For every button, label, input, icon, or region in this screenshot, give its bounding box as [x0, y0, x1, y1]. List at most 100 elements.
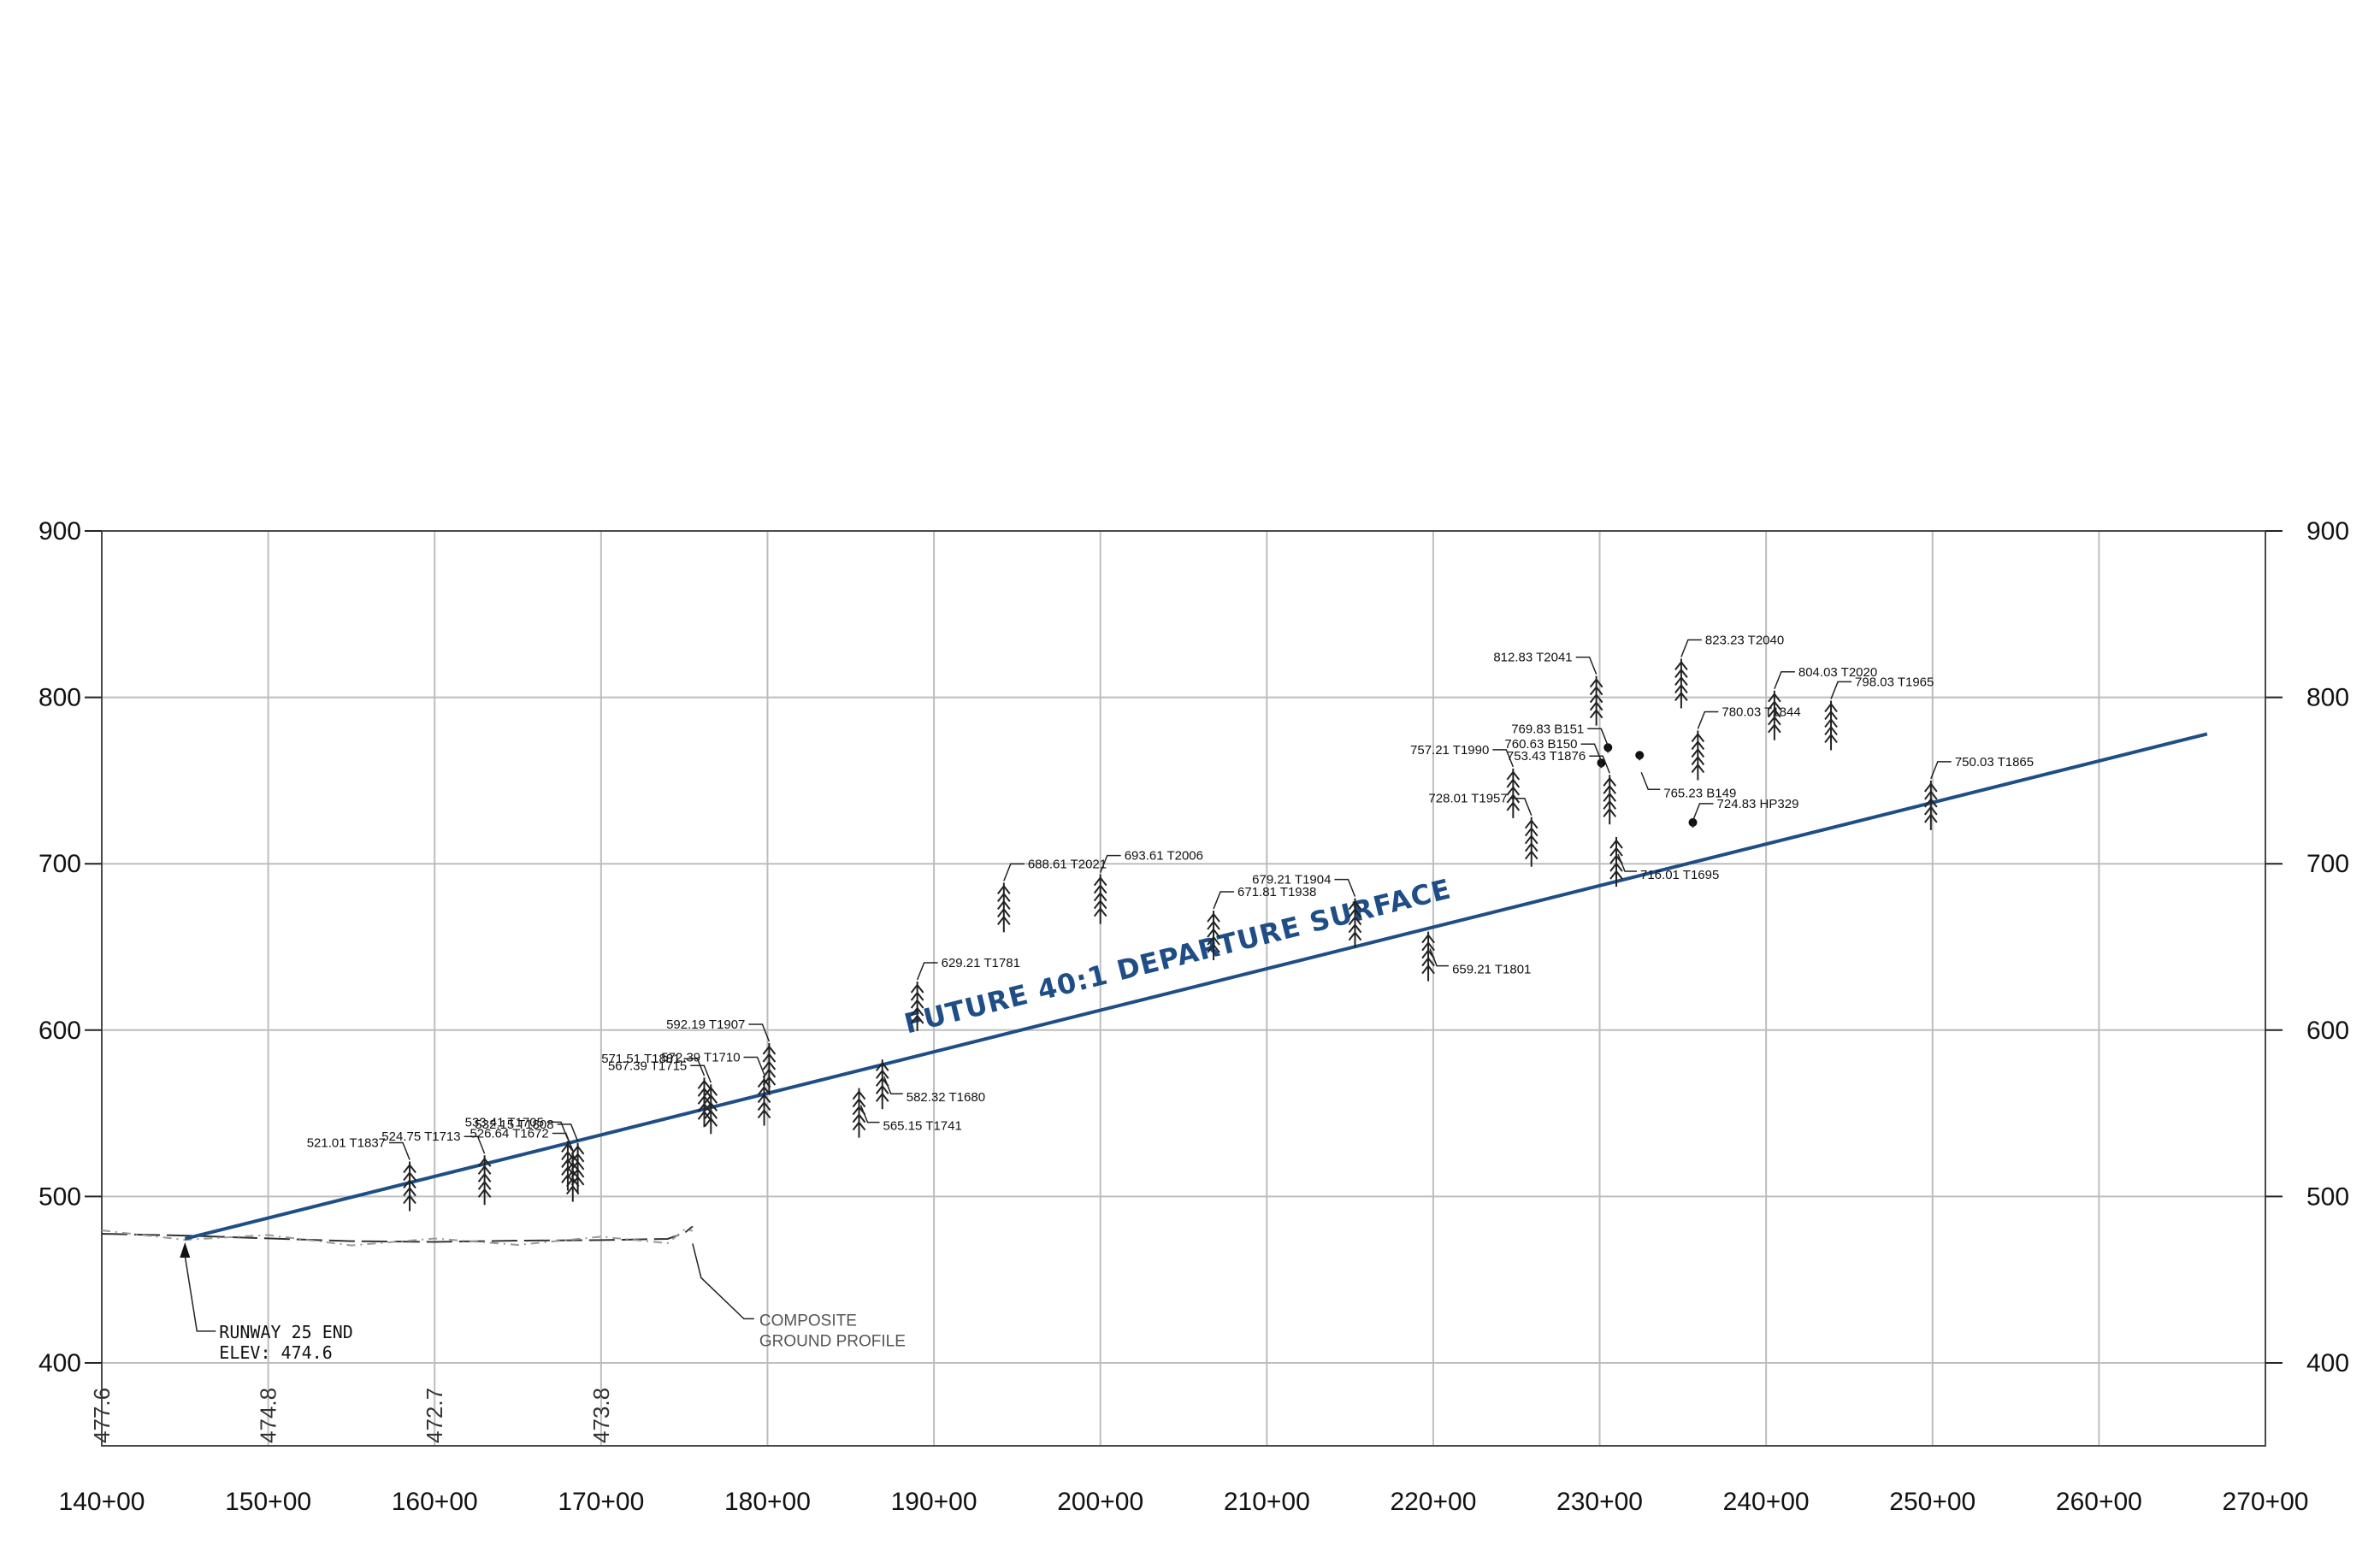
obstruction-label: 582.32 T1680	[907, 1090, 985, 1105]
obstruction: 823.23 T2040	[1674, 633, 1784, 709]
tree-branch	[1691, 747, 1705, 758]
tree-branch	[762, 1060, 777, 1070]
tree-branch	[1691, 740, 1705, 751]
tree-branch	[852, 1089, 866, 1100]
tree-branch	[1924, 782, 1938, 793]
tree-branch	[1421, 956, 1435, 967]
runway-end-arrow	[180, 1241, 191, 1258]
tree-branch	[757, 1108, 771, 1119]
tree-branch	[477, 1188, 492, 1198]
obstruction-leader	[1697, 711, 1719, 729]
tree-branch	[1207, 943, 1220, 953]
obstruction-leader	[1587, 728, 1609, 746]
obstruction-leader	[1640, 771, 1661, 791]
obstruction-label: 798.03 T1965	[1855, 675, 1934, 689]
departure-surface-line	[184, 732, 2208, 1241]
tree-branch	[1589, 709, 1603, 719]
tree-branch	[1589, 686, 1603, 696]
tree-branch	[477, 1180, 492, 1190]
obstruction-leader	[1429, 948, 1450, 967]
tree-branch	[1824, 725, 1838, 736]
obstruction-leader	[464, 1135, 486, 1154]
y-tick-label-right: 800	[2306, 684, 2349, 712]
obstruction-leader	[859, 1105, 880, 1123]
tree-branch	[1348, 900, 1362, 911]
obstruction: 765.23 B149	[1635, 751, 1736, 800]
tree-branch	[1348, 923, 1362, 934]
tree-branch	[1093, 892, 1107, 902]
tree-branch	[1348, 916, 1362, 926]
y-axis-right: 400 500 600 700 800 900	[2306, 517, 2349, 1377]
tree-branch	[1506, 793, 1521, 804]
obstruction-leader	[748, 1023, 771, 1042]
obstruction-leader	[1680, 639, 1702, 658]
tree-branch	[1207, 935, 1220, 946]
obstruction-label: 724.83 HP329	[1717, 797, 1799, 811]
tree-branch	[570, 1168, 585, 1178]
tree-branch	[477, 1165, 492, 1175]
tree-branch	[403, 1178, 416, 1189]
tree-branch	[1603, 776, 1617, 787]
obstruction-label: 760.63 B150	[1504, 737, 1577, 752]
obstruction-label: 750.03 T1865	[1955, 755, 2034, 770]
obstruction-label: 716.01 T1695	[1640, 868, 1719, 882]
ground-profile-alt-line	[101, 1229, 694, 1247]
tree-branch	[757, 1100, 771, 1112]
obstruction-label: 572.39 T1710	[661, 1051, 740, 1065]
tree-branch	[1421, 941, 1435, 952]
obstruction-label: 812.83 T2041	[1493, 651, 1572, 665]
tree-branch	[1093, 899, 1107, 910]
obstruction: 750.03 T1865	[1924, 755, 2034, 830]
x-tick-label: 220+00	[1390, 1488, 1476, 1516]
tree-branch	[1924, 798, 1938, 808]
x-tick-label: 140+00	[59, 1488, 145, 1516]
y-tick-label-left: 700	[38, 850, 81, 878]
ground-profile-leader	[692, 1243, 754, 1320]
obstruction-leader	[883, 1076, 903, 1094]
x-tick-label: 230+00	[1556, 1488, 1643, 1516]
y-tick-label-left: 600	[38, 1017, 81, 1045]
obstruction: 567.39 T1715	[608, 1059, 718, 1135]
x-tick-label: 200+00	[1057, 1488, 1143, 1516]
tree-branch	[1093, 884, 1107, 894]
tree-branch	[1674, 675, 1688, 687]
tree-branch	[704, 1109, 718, 1119]
tree-branch	[1603, 792, 1617, 802]
obstruction: 753.43 T1876	[1507, 749, 1617, 825]
runway-end-label: RUNWAY 25 END	[219, 1322, 353, 1342]
obstruction: 571.51 T1881	[601, 1052, 712, 1128]
obstruction-leader	[557, 1123, 579, 1142]
tree-branch	[697, 1094, 712, 1105]
obstruction-label: 688.61 T2021	[1028, 857, 1107, 871]
tree-branch	[1589, 678, 1603, 688]
obstruction: 769.83 B151	[1511, 722, 1613, 753]
obstruction: 582.32 T1680	[875, 1059, 985, 1110]
obstruction: 572.39 T1710	[661, 1051, 771, 1126]
obstruction: 629.21 T1781	[910, 956, 1020, 1031]
obstruction-label: 526.64 T1672	[470, 1127, 548, 1141]
obstruction-label: 571.51 T1881	[601, 1052, 680, 1066]
y-tick-label-right: 900	[2306, 517, 2349, 546]
obstruction-leader	[1589, 755, 1610, 774]
ground-elevation-label: 474.8	[256, 1388, 281, 1443]
tree-branch	[403, 1194, 416, 1205]
tree-branch	[1768, 693, 1781, 703]
tree-branch	[565, 1169, 580, 1180]
y-axis-left: 400 500 600 700 800 900	[38, 517, 81, 1377]
obstruction: 804.03 T2020	[1768, 665, 1877, 740]
y-tick-label-right: 400	[2306, 1349, 2349, 1377]
y-tick-label-left: 500	[38, 1182, 81, 1211]
y-tick-label-left: 900	[38, 517, 81, 546]
y-tick-label-right: 700	[2306, 850, 2349, 878]
obstruction-label: 804.03 T2020	[1798, 665, 1877, 680]
obstruction: 780.03 T1844	[1691, 705, 1801, 781]
ground-elevation-label: 473.8	[588, 1388, 614, 1443]
composite-ground-profile: COMPOSITE GROUND PROFILE	[101, 1225, 906, 1350]
ground-profile-label: GROUND PROFILE	[759, 1332, 906, 1350]
tree-branch	[997, 915, 1011, 925]
tree-branch	[565, 1153, 580, 1165]
tree-branch	[757, 1093, 771, 1104]
tree-branch	[997, 892, 1011, 902]
x-tick-label: 260+00	[2056, 1488, 2142, 1516]
